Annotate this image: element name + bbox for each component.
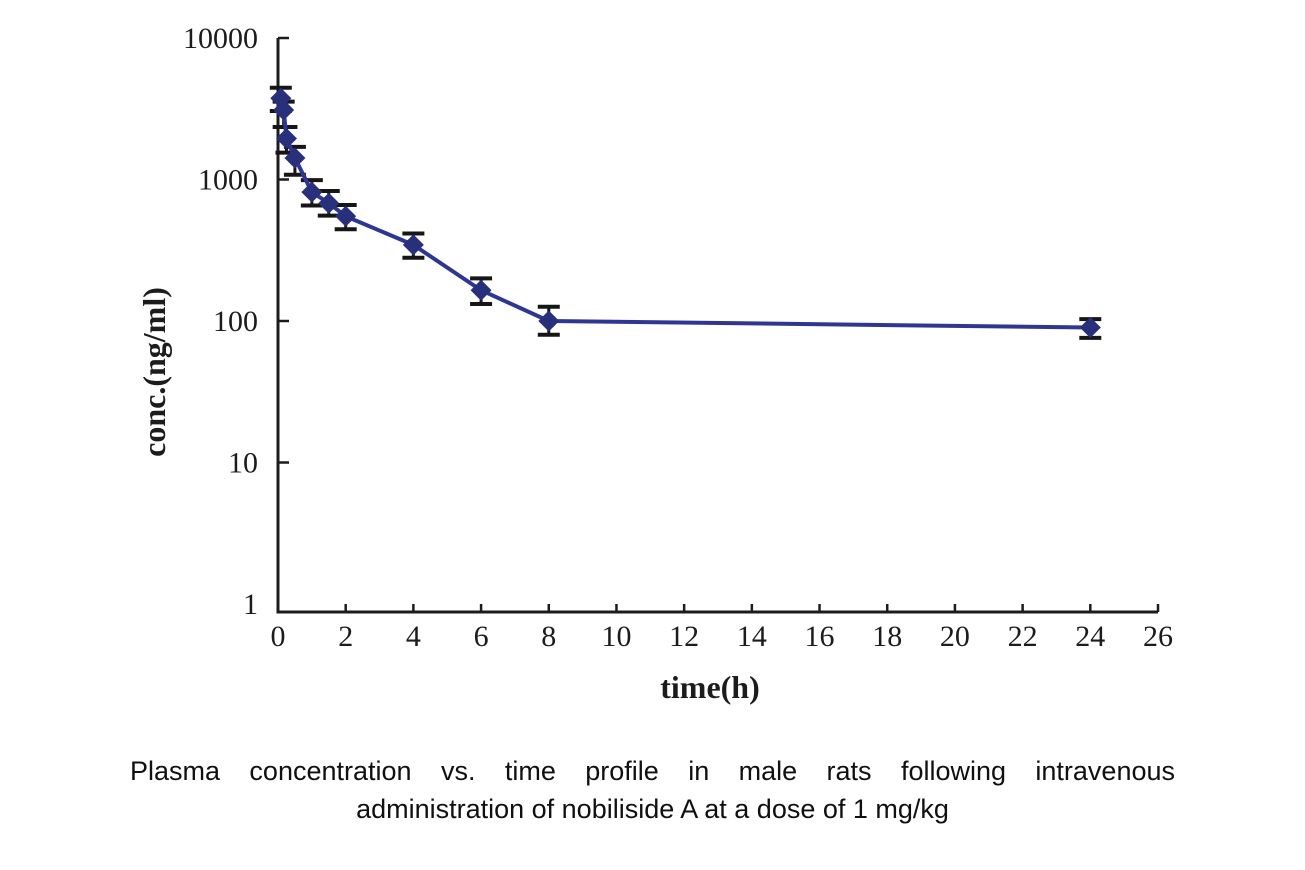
data-point-marker: [301, 181, 323, 203]
data-point-marker: [402, 234, 424, 256]
x-tick-label: 18: [872, 620, 902, 653]
y-tick-label: 1000: [198, 164, 258, 197]
y-tick-label: 10000: [183, 22, 258, 55]
x-tick-label: 20: [940, 620, 970, 653]
figure-caption-line1: Plasma concentration vs. time profile in…: [130, 756, 1175, 786]
data-point-marker: [538, 310, 560, 332]
figure-caption-line2: administration of nobiliside A at a dose…: [356, 794, 949, 825]
y-tick-label: 100: [213, 305, 258, 338]
data-point-marker: [335, 205, 357, 227]
x-tick-label: 8: [541, 620, 556, 653]
x-tick-label: 10: [601, 620, 631, 653]
y-tick-label: 10: [228, 447, 258, 480]
x-tick-label: 12: [669, 620, 699, 653]
figure-caption: Plasma concentration vs. time profile in…: [130, 752, 1175, 829]
data-point-marker: [275, 127, 297, 149]
x-tick-label: 2: [338, 620, 353, 653]
x-tick-label: 0: [271, 620, 286, 653]
x-tick-label: 22: [1008, 620, 1038, 653]
axes: [276, 38, 1158, 614]
y-axis-title: conc.(ng/ml): [136, 287, 172, 457]
data-point-marker: [470, 279, 492, 301]
x-tick-label: 24: [1075, 620, 1105, 653]
data-point-marker: [318, 192, 340, 214]
series-line: [278, 97, 1091, 330]
data-point-marker: [284, 147, 306, 169]
x-tick-label: 26: [1143, 620, 1173, 653]
data-point-marker: [273, 99, 295, 121]
x-tick-label: 6: [474, 620, 489, 653]
y-tick-label: 1: [243, 588, 258, 621]
x-tick-label: 16: [805, 620, 835, 653]
x-axis-title: time(h): [660, 669, 760, 705]
data-point-marker: [1079, 316, 1101, 338]
x-tick-label: 4: [406, 620, 421, 653]
x-tick-label: 14: [737, 620, 767, 653]
